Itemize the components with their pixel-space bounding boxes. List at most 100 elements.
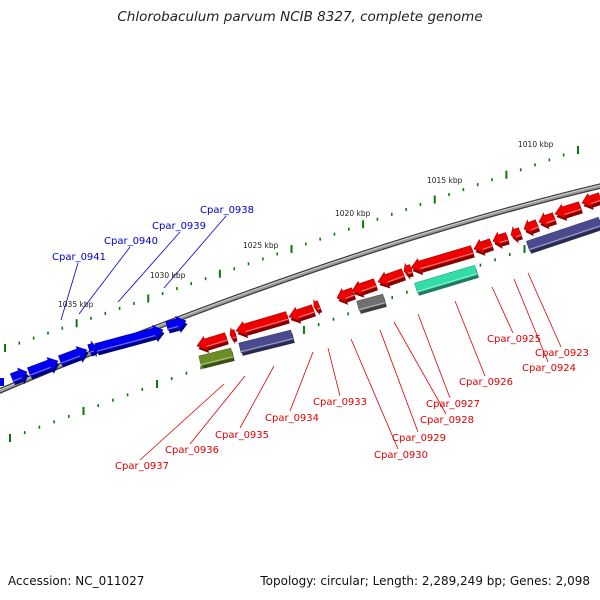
reverse-cds-gene-body — [473, 238, 493, 254]
inner-ruler-tick — [523, 245, 526, 253]
outer-ruler-tick — [75, 319, 78, 328]
reverse-cds-gene-body — [554, 201, 582, 219]
inner-ruler-tick — [68, 414, 70, 418]
reverse-cds-gene — [581, 192, 600, 210]
reverse-cds-gene-body — [403, 263, 413, 278]
inner-ruler-tick — [200, 366, 202, 370]
forward-cds-gene-body — [87, 340, 97, 355]
outer-ruler-tick — [32, 336, 35, 340]
reverse-gene-label: Cpar_0935 — [215, 430, 269, 441]
forward-cds-gene-body — [165, 315, 187, 331]
reverse-label-leader — [139, 383, 225, 461]
inner-ruler-tick — [391, 296, 393, 300]
reverse-cds-gene — [410, 245, 475, 276]
inner-ruler-tick — [126, 393, 129, 397]
reverse-cds-gene — [229, 327, 238, 345]
genome-title: Chlorobaculum parvum NCIB 8327, complete… — [117, 9, 483, 25]
inner-ruler-tick — [170, 377, 173, 381]
reverse-cds-gene — [196, 332, 229, 354]
backbone-line — [0, 184, 600, 393]
navy-feature-highlight — [240, 338, 294, 353]
outer-ruler-tick — [204, 277, 207, 281]
reverse-gene-label: Cpar_0930 — [374, 450, 428, 461]
reverse-cds-gene-highlight — [206, 339, 228, 348]
inner-ruler-tick — [112, 398, 114, 402]
forward-cds-gene — [165, 315, 188, 334]
accession-text: Accession: NC_011027 — [8, 574, 145, 588]
outer-ruler-tick — [577, 146, 579, 154]
reverse-cds-gene — [336, 287, 357, 305]
outer-ruler-tick — [61, 326, 64, 330]
reverse-label-leader — [327, 347, 341, 397]
aqua-feature-highlight — [416, 273, 478, 293]
outer-ruler-tick — [305, 242, 307, 246]
olive-feature-body — [198, 347, 234, 367]
ruler-ticks — [4, 146, 599, 442]
outer-ruler-tick — [519, 168, 522, 172]
forward-cds-gene-body — [94, 325, 164, 353]
reverse-cds-gene-highlight — [245, 318, 289, 333]
reverse-cds-gene — [351, 278, 378, 298]
forward-label-leader — [117, 231, 181, 303]
inner-ruler-tick — [317, 323, 320, 327]
reverse-cds-gene — [403, 263, 414, 280]
inner-ruler-tick — [23, 431, 26, 435]
inner-ruler-tick — [479, 263, 482, 267]
reverse-cds-gene-body — [492, 231, 509, 247]
outer-ruler-tick — [476, 183, 479, 187]
forward-cds-gene-highlight — [96, 334, 156, 352]
reverse-gene-label: Cpar_0923 — [535, 348, 589, 359]
reverse-cds-gene — [523, 219, 541, 237]
reverse-cds-gene — [492, 231, 510, 249]
outer-ruler-tick — [161, 292, 164, 296]
reverse-cds-gene-body — [351, 278, 377, 296]
forward-cds-gene-body — [58, 346, 88, 365]
ruler-label: 1010 kbp — [518, 140, 554, 149]
forward-cds-gene-highlight — [89, 350, 94, 353]
forward-cds-gene-highlight — [13, 377, 22, 382]
reverse-cds-gene — [313, 299, 323, 316]
forward-cds-gene-body — [9, 367, 28, 383]
outer-ruler-tick — [262, 257, 264, 261]
aqua-feature-body — [414, 264, 478, 294]
inner-ruler-tick — [406, 290, 408, 294]
reverse-cds-gene-body — [196, 332, 228, 351]
reverse-label-leader — [379, 329, 419, 433]
labels-group: 1010 kbp 1015 kbp 1020 kbp 1025 kbp 1030 kbp… — [52, 140, 589, 472]
outer-ruler-tick — [433, 195, 436, 204]
forward-cds-gene — [58, 346, 89, 368]
backbone-highlight — [0, 184, 600, 391]
outer-ruler-tick — [47, 331, 49, 335]
outer-ruler-tick — [176, 287, 178, 291]
outer-ruler-tick — [90, 316, 92, 320]
reverse-label-leader — [417, 313, 451, 399]
outer-ruler-tick — [491, 178, 493, 182]
outer-ruler-tick — [104, 311, 107, 315]
forward-cds-gene — [9, 367, 29, 386]
reverse-cds-gene-body — [581, 192, 600, 208]
genome-summary-text: Topology: circular; Length: 2,289,249 bp… — [260, 574, 590, 588]
forward-gene-label: Cpar_0939 — [152, 221, 206, 232]
inner-ruler-tick — [53, 420, 55, 424]
reverse-cds-gene-body — [336, 287, 355, 303]
forward-gene-label: Cpar_0940 — [104, 236, 158, 247]
reverse-cds-gene-highlight — [515, 234, 522, 238]
outer-ruler-tick — [462, 188, 465, 192]
ruler-label: 1015 kbp — [427, 176, 463, 185]
outer-ruler-tick — [362, 220, 365, 229]
reverse-cds-gene-body — [235, 311, 289, 336]
reverse-cds-gene-highlight — [387, 275, 405, 283]
reverse-cds-gene-highlight — [564, 208, 582, 215]
navy-feature-body — [238, 329, 294, 354]
reverse-cds-gene-highlight — [345, 294, 355, 299]
reverse-gene-label: Cpar_0929 — [392, 433, 446, 444]
forward-label-leader — [78, 246, 131, 315]
reverse-cds-gene-body — [523, 219, 540, 234]
outer-ruler-tick — [18, 341, 21, 345]
label-leader-lines — [60, 215, 562, 461]
reverse-cds-gene-highlight — [420, 252, 474, 270]
reverse-label-leader — [527, 272, 562, 348]
forward-gene-label: Cpar_0938 — [200, 205, 254, 216]
reverse-cds-gene — [235, 311, 290, 339]
